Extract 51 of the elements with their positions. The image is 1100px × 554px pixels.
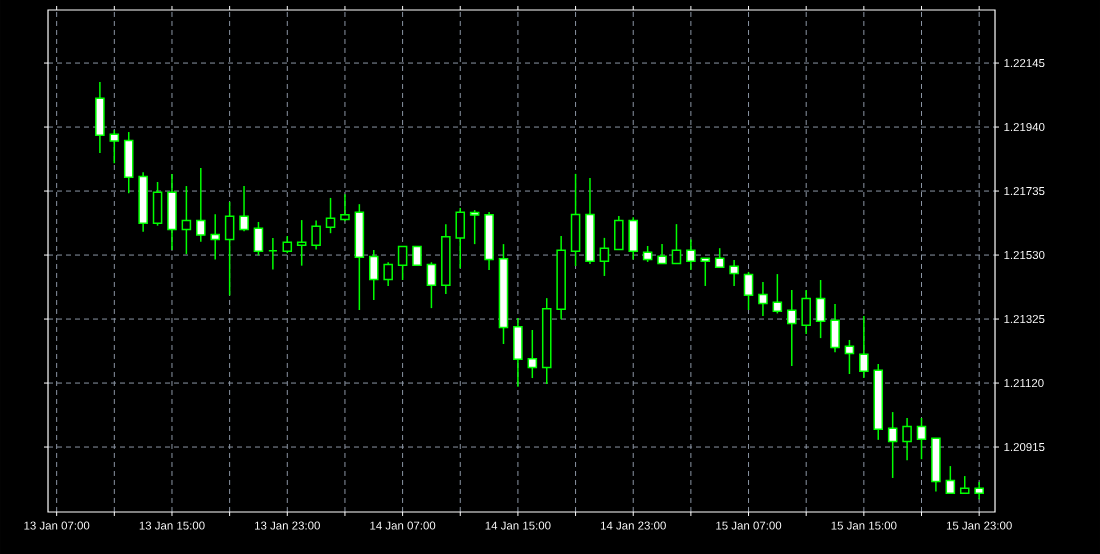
x-tick-label: 15 Jan 23:00 (946, 521, 1012, 530)
x-tick-label: 14 Jan 23:00 (600, 521, 666, 530)
candlestick (196, 167, 206, 243)
candlestick (657, 243, 667, 265)
candlestick (772, 273, 783, 315)
candlestick (714, 247, 725, 268)
y-tick-label: 1.20915 (1004, 442, 1045, 452)
x-tick-label: 15 Jan 15:00 (831, 521, 897, 530)
candlestick (758, 281, 768, 317)
candlestick (599, 237, 610, 277)
y-tick-label: 1.21735 (1004, 187, 1045, 196)
candlestick (383, 261, 393, 287)
candlestick (686, 238, 696, 271)
candlestick (325, 197, 336, 234)
candlestick (340, 193, 350, 223)
candlestick (224, 201, 235, 297)
candlestick (887, 411, 898, 479)
candlestick (844, 339, 855, 375)
x-tick-label: 14 Jan 07:00 (370, 521, 436, 530)
candlestick (786, 289, 797, 367)
candlestick (181, 185, 192, 255)
x-tick-label: 14 Jan 15:00 (485, 521, 551, 530)
candlestick (253, 221, 264, 257)
candlestick (311, 219, 321, 251)
y-tick-label: 1.21120 (1004, 378, 1044, 388)
candlestick (527, 329, 538, 379)
candlestick (945, 465, 956, 494)
candlestick (743, 271, 754, 311)
candlestick (902, 417, 912, 461)
candlestick (426, 261, 437, 309)
candlestick (412, 245, 422, 267)
y-tick-label: 1.22145 (1004, 59, 1045, 68)
candlestick (671, 223, 682, 265)
y-tick-label: 1.21940 (1004, 123, 1045, 132)
candlestick (469, 209, 480, 245)
candlestick (916, 417, 927, 460)
candlestick (210, 213, 220, 261)
candlestick (109, 129, 120, 165)
candlestick (700, 257, 711, 287)
candlestick (368, 249, 379, 301)
candlestick (859, 315, 869, 379)
candlestick (397, 245, 408, 281)
candlestick (729, 259, 739, 287)
y-tick-label: 1.21325 (1004, 314, 1045, 324)
x-tick-label: 15 Jan 07:00 (716, 521, 782, 530)
y-tick-label: 1.21530 (1004, 250, 1045, 260)
x-tick-label: 13 Jan 15:00 (139, 521, 205, 530)
x-tick-label: 13 Jan 23:00 (255, 521, 320, 530)
x-tick-label: 13 Jan 07:00 (24, 521, 90, 530)
candlestick (815, 279, 826, 339)
candlestick (239, 185, 249, 233)
